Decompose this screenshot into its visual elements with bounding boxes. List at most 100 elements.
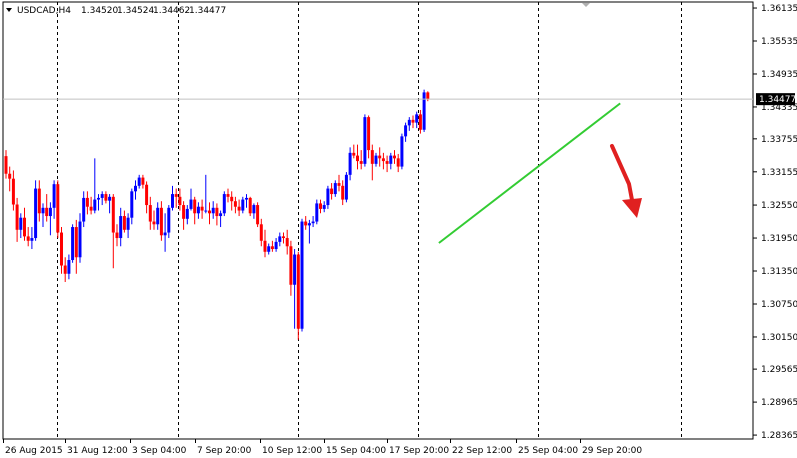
candle <box>185 205 189 225</box>
candle-body <box>230 196 234 202</box>
candle-body <box>400 136 404 167</box>
candle-body <box>74 227 78 258</box>
x-tick-label: 22 Sep 12:00 <box>452 446 512 456</box>
down-arrow-icon[interactable] <box>610 144 642 218</box>
candle <box>104 191 108 204</box>
candle <box>74 219 78 274</box>
candle-body <box>396 158 400 167</box>
candle-body <box>241 199 245 211</box>
x-tick-label: 29 Sep 20:00 <box>582 446 642 456</box>
candle <box>137 174 141 189</box>
candle <box>296 251 300 340</box>
candle-body <box>4 156 8 174</box>
candle <box>78 213 82 263</box>
candle-body <box>15 204 19 230</box>
candle <box>189 188 193 211</box>
candle <box>241 196 245 214</box>
candle <box>26 227 30 247</box>
candle <box>285 229 289 255</box>
candle <box>237 199 241 217</box>
candle <box>233 196 237 214</box>
candle-body <box>100 194 104 198</box>
candle <box>52 180 56 219</box>
candle-body <box>385 161 389 164</box>
support-trendline[interactable] <box>438 102 621 244</box>
candle-layer <box>4 89 430 340</box>
candle <box>418 109 422 134</box>
candle <box>359 150 363 170</box>
candle <box>245 194 248 208</box>
candle-body <box>370 150 374 164</box>
candle-body <box>381 158 385 162</box>
candle <box>204 174 208 214</box>
candle <box>34 180 38 241</box>
candle <box>63 257 67 283</box>
candle-body <box>274 241 278 250</box>
y-tick-label: 1.30750 <box>761 300 797 310</box>
candle <box>141 174 145 189</box>
x-tick-label: 10 Sep 12:00 <box>262 446 322 456</box>
candle-body <box>141 177 145 185</box>
candle <box>89 196 93 215</box>
candle-body <box>156 207 160 225</box>
candle <box>367 115 371 159</box>
candle <box>374 152 378 167</box>
candle <box>407 117 411 131</box>
candle-body <box>85 197 89 207</box>
candle-body <box>97 197 100 200</box>
candle <box>381 152 385 170</box>
scroll-marker-icon <box>582 3 590 7</box>
candle <box>248 196 252 217</box>
candle <box>230 191 234 211</box>
overlay-layer <box>3 3 753 244</box>
candle-body <box>30 238 34 241</box>
candle <box>300 218 304 332</box>
candle-body <box>348 152 352 175</box>
candle <box>333 180 337 197</box>
x-tick-label: 25 Sep 04:00 <box>518 446 578 456</box>
candle-body <box>333 183 337 195</box>
candle <box>15 197 19 242</box>
candle-body <box>267 246 271 252</box>
y-tick-label: 1.30150 <box>761 333 797 343</box>
candle <box>30 227 34 250</box>
triangle-down-icon[interactable] <box>6 8 12 12</box>
y-tick-label: 1.33755 <box>761 135 797 145</box>
high-value: 1.34524 <box>117 6 154 16</box>
candle-body <box>245 197 248 200</box>
candle <box>330 183 334 200</box>
candle-body <box>200 206 204 211</box>
candle <box>19 213 23 239</box>
x-tick-label: 3 Sep 04:00 <box>132 446 187 456</box>
candle <box>11 170 15 211</box>
candle-body <box>237 206 241 211</box>
candle <box>159 201 163 241</box>
candle-body <box>148 205 152 222</box>
symbol-label: USDCAD,H4 <box>17 6 71 16</box>
candle-body <box>204 210 208 212</box>
candle-body <box>8 173 12 179</box>
candle <box>193 196 197 225</box>
y-tick-label: 1.35535 <box>761 37 797 47</box>
candle-body <box>259 224 263 241</box>
candle <box>270 240 274 252</box>
y-tick-label: 1.28365 <box>761 431 797 441</box>
candle <box>82 191 86 228</box>
candle <box>167 205 171 239</box>
candle-body <box>326 188 330 206</box>
candle <box>422 89 426 132</box>
candle <box>322 201 326 213</box>
candle <box>396 153 400 173</box>
candle <box>71 224 75 263</box>
candle <box>134 180 137 200</box>
candle-body <box>304 221 308 226</box>
candle <box>263 229 267 258</box>
candle-body <box>215 207 219 217</box>
candle <box>393 150 396 164</box>
candle-body <box>352 152 356 156</box>
candle-body <box>356 155 359 162</box>
candle-body <box>285 238 289 247</box>
candle-body <box>71 227 75 261</box>
